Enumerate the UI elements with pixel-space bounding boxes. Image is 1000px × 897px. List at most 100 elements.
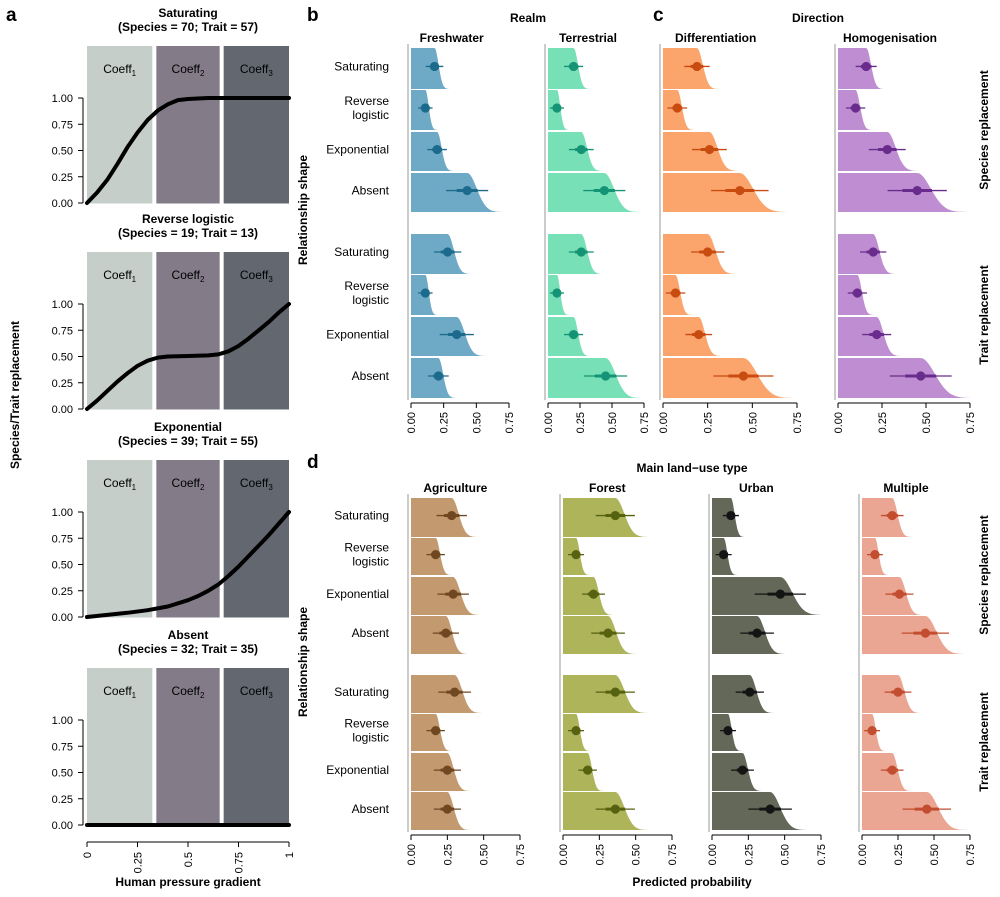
density-area [663,48,722,89]
density-area [548,358,644,398]
point-estimate [851,103,861,113]
density-area [563,616,641,654]
density-area [712,753,765,791]
panel-label-c: c [653,5,664,26]
point-estimate [920,628,930,638]
density-area [411,173,508,212]
point-estimate [442,247,453,257]
point-estimate [583,765,593,775]
point-estimate [704,144,715,155]
row-label: logistic [352,293,389,307]
point-estimate [672,103,682,113]
density-area [862,753,914,791]
x-tick-label: 0.75 [965,412,977,433]
y-tick-label: 1.00 [52,299,73,311]
panel-label-b: b [307,5,319,26]
density-area [548,173,644,212]
a-panel-subtitle: (Species = 70; Trait = 57) [118,20,258,34]
coeff-label: Coeff1 [103,62,136,78]
row-label: Absent [352,369,390,383]
y-tick-label: 0.00 [52,612,73,624]
density-area [563,675,653,713]
point-estimate [420,103,430,113]
point-estimate [433,371,444,381]
row-label: logistic [352,731,389,745]
bc-y-axis-title: Relationship shape [296,155,310,265]
point-estimate [703,247,713,257]
coeff-band [156,46,220,204]
point-estimate [462,185,472,196]
point-estimate [601,371,611,381]
x-tick-label: 0.25 [893,844,905,865]
column-header: Freshwater [420,31,484,45]
point-estimate [441,628,451,638]
point-estimate [867,726,877,736]
density-area [411,234,474,274]
a-panel-title: Saturating [158,6,217,20]
x-tick-label: 0.00 [857,844,869,865]
x-tick-label: 0.50 [607,412,619,433]
y-tick-label: 0.00 [52,404,73,416]
density-area [838,317,905,356]
column-header: Agriculture [423,481,487,495]
density-area [548,234,605,274]
row-label: logistic [352,555,389,569]
y-tick-label: 0.25 [52,378,73,390]
x-tick-label: 0.25 [743,844,755,865]
density-area [862,675,924,713]
point-estimate [442,804,452,814]
coeff-band [156,668,220,826]
density-area [411,675,486,713]
y-tick-label: 1.00 [52,715,73,727]
row-label: Reverse [344,279,389,293]
coeff-label: Coeff1 [103,268,136,284]
density-area [663,173,795,212]
point-estimate [431,550,441,560]
x-tick-label: 0.75 [515,844,527,865]
point-estimate [870,550,880,560]
density-area [838,173,970,212]
x-tick-label: 0.75 [965,844,977,865]
density-area [862,616,970,654]
column-header: Urban [739,481,774,495]
point-estimate [912,185,922,196]
coeff-label: Coeff3 [240,476,273,492]
point-estimate [852,288,862,298]
x-tick-label: 1 [284,852,296,858]
point-estimate [448,589,458,599]
row-label: Saturating [334,685,389,699]
point-estimate [882,144,892,155]
panel-a: Saturating(Species = 70; Trait = 57) Coef… [52,6,296,873]
density-area [862,498,914,537]
d-y-axis-title: Relationship shape [296,607,310,717]
column-header: Multiple [883,481,929,495]
panel-label-a: a [6,5,17,26]
d-x-axis-title: Predicted probability [632,875,752,889]
c-title: Direction [792,11,844,25]
x-tick-label: 0.50 [479,844,491,865]
y-tick-label: 0.75 [52,741,73,753]
y-tick-label: 0.75 [52,533,73,545]
density-area [411,577,484,615]
density-area [411,753,474,791]
column-header: Terrestrial [559,31,617,45]
density-area [712,616,790,654]
point-estimate [735,185,745,196]
a-panel-title: Exponential [154,420,222,434]
density-area [411,792,474,830]
density-area [838,234,899,274]
relationship-curve [85,96,291,205]
point-estimate [916,371,926,381]
coeff-band [87,252,153,410]
point-estimate [610,510,620,521]
x-tick-label: 0.00 [707,844,719,865]
x-tick-label: 0.00 [833,412,845,433]
y-tick-label: 0.00 [52,820,73,832]
point-estimate [569,329,579,340]
coeff-label: Coeff2 [172,684,205,700]
point-estimate [552,103,562,113]
y-tick-label: 0.50 [52,352,73,364]
point-estimate [694,329,704,340]
point-estimate [738,371,749,381]
